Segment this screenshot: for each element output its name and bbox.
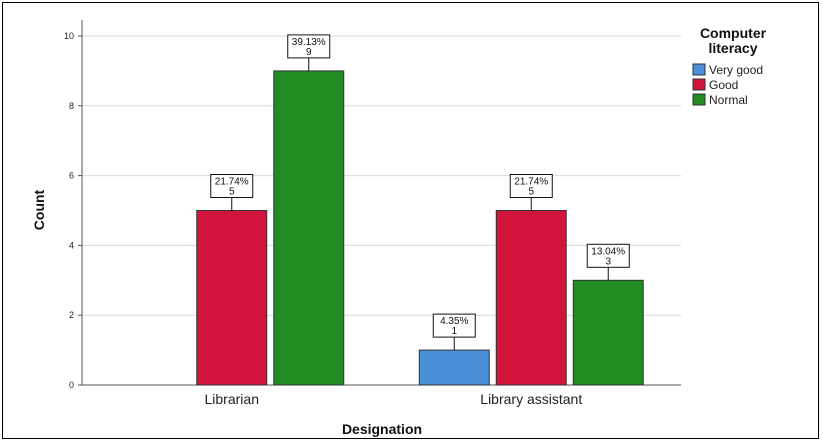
legend-title-line-2: literacy [708, 40, 757, 56]
data-label-percent: 4.35% [440, 316, 468, 327]
data-label-percent: 39.13% [292, 37, 326, 48]
data-label-percent: 21.74% [514, 177, 548, 188]
y-axis-title: Count [31, 189, 47, 230]
legend-swatch-normal [692, 93, 706, 106]
data-label-percent: 13.04% [591, 246, 625, 257]
y-tick-label: 6 [69, 171, 74, 181]
data-label-count: 5 [528, 187, 534, 198]
legend-swatch-good [692, 78, 706, 91]
bar-good [196, 210, 268, 386]
category-labels: Librarian Library assistant [205, 391, 583, 407]
bar-good [495, 210, 567, 386]
legend-title-line-1: Computer [700, 25, 767, 41]
legend-label: Very good [709, 63, 763, 77]
y-tick-label: 4 [69, 240, 74, 250]
data-label-percent: 21.74% [215, 177, 249, 188]
axes: 0 2 4 6 8 10 [64, 20, 681, 390]
data-label-box [509, 174, 553, 198]
bar-normal [572, 279, 644, 386]
y-tick-label: 2 [69, 310, 74, 320]
x-axis-title: Designation [342, 421, 422, 437]
bar-very-good [418, 349, 490, 386]
y-tick-label: 0 [69, 380, 74, 390]
legend-swatch-very-good [692, 63, 706, 76]
bar-normal [273, 70, 345, 386]
y-tick-label: 10 [64, 31, 74, 41]
data-label-box [432, 313, 476, 338]
data-label-count: 9 [306, 47, 312, 58]
bars [196, 70, 644, 386]
legend-label: Good [709, 78, 738, 92]
data-labels: 21.74%539.13%94.35%121.74%513.04%3 [210, 34, 630, 351]
x-category-label: Library assistant [480, 391, 582, 407]
data-label-count: 1 [451, 326, 457, 337]
data-label-box [210, 174, 254, 198]
chart-frame [2, 2, 819, 439]
x-category-label: Librarian [205, 391, 259, 407]
y-tick-label: 8 [69, 101, 74, 111]
gridlines [82, 35, 681, 316]
data-label-count: 5 [229, 187, 235, 198]
data-label-box [586, 243, 630, 268]
data-label-count: 3 [605, 256, 611, 267]
data-label-box [287, 34, 331, 59]
legend-label: Normal [709, 93, 748, 107]
